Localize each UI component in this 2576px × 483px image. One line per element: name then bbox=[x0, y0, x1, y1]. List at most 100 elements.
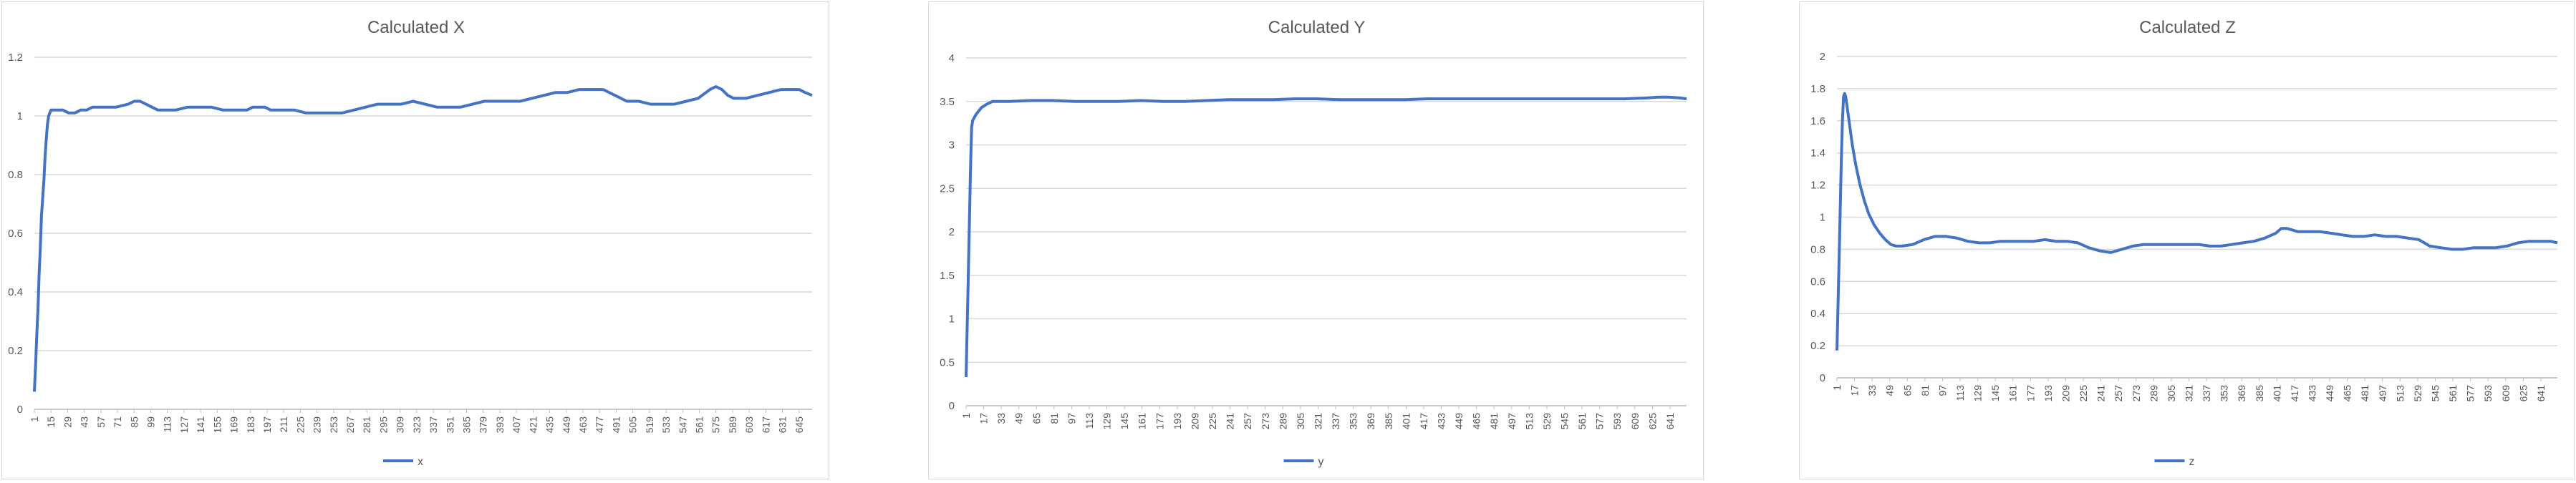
x-tick-label: 113 bbox=[162, 416, 173, 433]
x-tick-label: 129 bbox=[1972, 385, 1984, 402]
x-tick-label: 561 bbox=[1576, 413, 1588, 430]
x-tick-label: 289 bbox=[1277, 413, 1288, 430]
series-line-z bbox=[1835, 92, 2558, 351]
x-tick-label: 547 bbox=[677, 416, 688, 434]
x-tick-label: 225 bbox=[1207, 413, 1218, 430]
y-tick-label: 0 bbox=[949, 400, 955, 412]
x-tick-label: 253 bbox=[328, 416, 339, 434]
x-tick-label: 337 bbox=[2201, 385, 2212, 402]
x-tick-label: 225 bbox=[294, 416, 306, 434]
legend-label: z bbox=[2189, 456, 2195, 468]
x-tick-label: 197 bbox=[261, 416, 273, 434]
x-tick-label: 561 bbox=[693, 416, 705, 434]
x-tick-label: 379 bbox=[478, 416, 489, 434]
x-tick-label: 113 bbox=[1954, 385, 1966, 401]
x-tick-label: 177 bbox=[1154, 413, 1165, 430]
y-tick-label: 2.5 bbox=[940, 182, 955, 195]
x-tick-label: 353 bbox=[1348, 413, 1359, 430]
x-tick-label: 241 bbox=[2095, 385, 2107, 402]
series-line-y bbox=[965, 95, 1687, 377]
x-tick-label: 337 bbox=[428, 416, 439, 434]
y-tick-label: 0 bbox=[1820, 372, 1825, 384]
x-tick-label: 433 bbox=[1435, 413, 1447, 430]
x-tick-label: 625 bbox=[1646, 413, 1658, 430]
x-tick-label: 529 bbox=[2412, 385, 2423, 402]
x-tick-label: 465 bbox=[1471, 413, 1482, 430]
chart-svg: Calculated X 0 0.2 0.4 0.6 0.8 1 1.2 1 15 29 43 57 71… bbox=[8, 18, 813, 468]
x-tick-label: 433 bbox=[2306, 385, 2317, 402]
legend-label: y bbox=[1318, 456, 1324, 468]
x-tick-label: 169 bbox=[228, 416, 240, 434]
x-tick-label: 209 bbox=[2060, 385, 2071, 402]
x-tick-label: 209 bbox=[1189, 413, 1200, 430]
x-tick-label: 155 bbox=[211, 416, 223, 434]
chart-panel-y: Calculated Y 0 0.5 1 1.5 2 2.5 3 3.5 4 1 17 33 49 65 81… bbox=[928, 1, 1704, 479]
x-tick-label: 435 bbox=[544, 416, 556, 434]
x-tick-label: 589 bbox=[727, 416, 738, 434]
x-tick-label: 369 bbox=[2236, 385, 2247, 402]
y-tick-label: 2 bbox=[949, 226, 955, 238]
x-tick-label: 127 bbox=[178, 416, 190, 434]
y-tick-label: 0.6 bbox=[8, 228, 23, 240]
x-tick-label: 449 bbox=[1453, 413, 1465, 430]
x-tick-label: 281 bbox=[361, 416, 372, 434]
x-tick-label: 449 bbox=[561, 416, 572, 434]
y-tick-label: 1.2 bbox=[8, 52, 23, 64]
y-tick-label: 0.8 bbox=[1810, 243, 1825, 255]
x-tick-label: 513 bbox=[2394, 385, 2406, 402]
x-tick-label: 481 bbox=[1488, 413, 1500, 430]
x-tick-label: 71 bbox=[112, 416, 123, 428]
y-tick-label: 0.2 bbox=[8, 345, 23, 357]
x-tick-label: 305 bbox=[1295, 413, 1306, 430]
x-tick-label: 561 bbox=[2447, 385, 2459, 402]
x-tick-label: 145 bbox=[1989, 385, 2001, 402]
x-tick-label: 295 bbox=[377, 416, 389, 434]
x-tick-label: 161 bbox=[1137, 413, 1148, 430]
series-line-x bbox=[33, 85, 813, 392]
y-tick-label: 0.4 bbox=[1810, 308, 1825, 320]
x-tick-label: 593 bbox=[1611, 413, 1623, 430]
x-tick-label: 545 bbox=[2430, 385, 2441, 402]
y-tick-label: 3 bbox=[949, 140, 955, 152]
x-tick-label: 129 bbox=[1101, 413, 1113, 430]
x-tick-label: 609 bbox=[1629, 413, 1641, 430]
x-tick-label: 97 bbox=[1066, 413, 1077, 424]
x-tick-label: 65 bbox=[1901, 385, 1913, 396]
x-tick-label: 593 bbox=[2482, 385, 2494, 402]
y-tick-label: 0.4 bbox=[8, 286, 23, 298]
x-tick-label: 267 bbox=[344, 416, 356, 434]
chart-panel-x: Calculated X 0 0.2 0.4 0.6 0.8 1 1.2 1 15 29 43 57 71… bbox=[1, 1, 829, 479]
x-tick-label: 337 bbox=[1330, 413, 1341, 430]
x-tick-label: 81 bbox=[1919, 385, 1931, 396]
x-tick-label: 15 bbox=[45, 416, 57, 428]
x-tick-label: 1 bbox=[29, 416, 40, 422]
x-tick-label: 225 bbox=[2078, 385, 2089, 402]
y-tick-label: 1 bbox=[17, 110, 23, 122]
x-tick-label: 617 bbox=[760, 416, 771, 434]
x-tick-label: 97 bbox=[1936, 385, 1948, 396]
x-tick-label: 241 bbox=[1225, 413, 1236, 430]
x-tick-label: 545 bbox=[1559, 413, 1571, 430]
chart-panel-z: Calculated Z 0 0.2 0.4 0.6 0.8 1 1.2 1.4 1.6 1.8 2 1… bbox=[1799, 1, 2575, 479]
legend-label: x bbox=[418, 456, 423, 468]
x-tick-label: 369 bbox=[1365, 413, 1376, 430]
y-tick-label: 1 bbox=[949, 313, 955, 326]
x-tick-label: 393 bbox=[494, 416, 506, 434]
x-tick-label: 321 bbox=[2183, 385, 2194, 402]
x-tick-label: 401 bbox=[1400, 413, 1412, 430]
y-tick-label: 1.5 bbox=[940, 270, 955, 282]
y-tick-label: 0 bbox=[17, 404, 23, 416]
x-tick-label: 49 bbox=[1013, 413, 1025, 424]
x-tick-label: 49 bbox=[1884, 385, 1896, 396]
x-tick-label: 81 bbox=[1048, 413, 1060, 424]
x-tick-label: 321 bbox=[1312, 413, 1323, 430]
y-tick-label: 1 bbox=[1820, 212, 1825, 224]
x-tick-label: 463 bbox=[577, 416, 589, 434]
y-tick-label: 1.8 bbox=[1810, 83, 1825, 95]
chart-svg: Calculated Z 0 0.2 0.4 0.6 0.8 1 1.2 1.4 1.6 1.8 2 1… bbox=[1810, 18, 2558, 468]
x-tick-label: 273 bbox=[2131, 385, 2142, 402]
x-tick-label: 421 bbox=[527, 416, 539, 434]
y-tick-label: 4 bbox=[949, 52, 955, 64]
x-tick-label: 641 bbox=[1664, 413, 1676, 430]
x-tick-label: 497 bbox=[2377, 385, 2388, 402]
